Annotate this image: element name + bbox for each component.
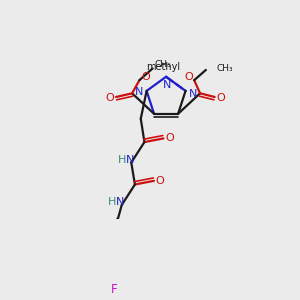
Text: methyl: methyl: [146, 62, 180, 72]
Text: N: N: [135, 87, 143, 98]
Text: N: N: [189, 89, 197, 99]
Text: H: H: [118, 154, 126, 165]
Text: O: O: [216, 93, 225, 103]
Text: O: O: [155, 176, 164, 186]
Text: O: O: [184, 72, 193, 82]
Text: CH₃: CH₃: [216, 64, 233, 73]
Text: N: N: [164, 80, 172, 90]
Text: N: N: [116, 197, 124, 207]
Text: O: O: [106, 93, 115, 103]
Text: H: H: [108, 197, 116, 207]
Text: O: O: [165, 134, 174, 143]
Text: CH₃: CH₃: [154, 60, 171, 69]
Text: O: O: [141, 72, 150, 82]
Text: F: F: [111, 283, 118, 296]
Text: N: N: [126, 154, 134, 165]
